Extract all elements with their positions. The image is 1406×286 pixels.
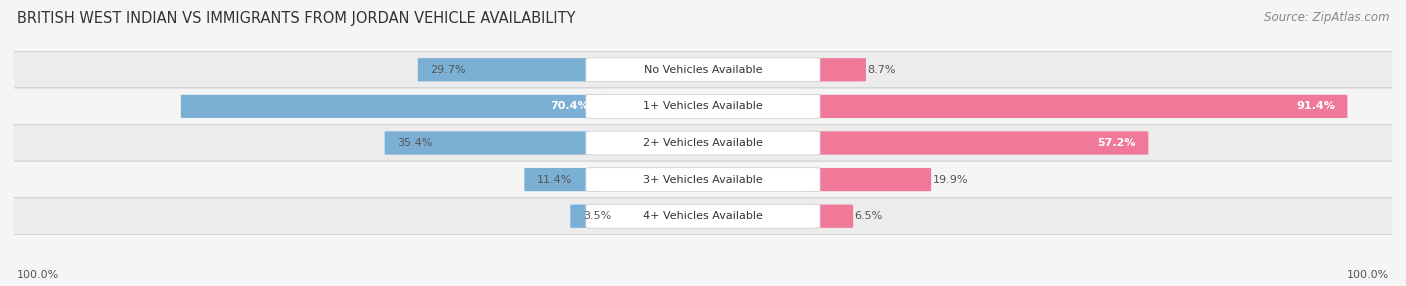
FancyBboxPatch shape [11, 51, 1395, 88]
Text: Source: ZipAtlas.com: Source: ZipAtlas.com [1264, 11, 1389, 24]
FancyBboxPatch shape [586, 58, 820, 82]
Text: 100.0%: 100.0% [1347, 270, 1389, 280]
Text: BRITISH WEST INDIAN VS IMMIGRANTS FROM JORDAN VEHICLE AVAILABILITY: BRITISH WEST INDIAN VS IMMIGRANTS FROM J… [17, 11, 575, 26]
FancyBboxPatch shape [586, 168, 820, 192]
Text: 11.4%: 11.4% [537, 175, 572, 184]
Text: 29.7%: 29.7% [430, 65, 465, 75]
Text: 6.5%: 6.5% [855, 211, 883, 221]
FancyBboxPatch shape [571, 204, 602, 228]
Text: 1+ Vehicles Available: 1+ Vehicles Available [643, 102, 763, 111]
FancyBboxPatch shape [586, 204, 820, 228]
FancyBboxPatch shape [804, 168, 931, 191]
Text: 2+ Vehicles Available: 2+ Vehicles Available [643, 138, 763, 148]
FancyBboxPatch shape [804, 204, 853, 228]
FancyBboxPatch shape [11, 88, 1395, 125]
FancyBboxPatch shape [181, 95, 602, 118]
Text: 70.4%: 70.4% [551, 102, 589, 111]
FancyBboxPatch shape [385, 131, 602, 155]
FancyBboxPatch shape [586, 131, 820, 155]
FancyBboxPatch shape [11, 161, 1395, 198]
Text: 57.2%: 57.2% [1098, 138, 1136, 148]
FancyBboxPatch shape [524, 168, 602, 191]
FancyBboxPatch shape [11, 198, 1395, 235]
FancyBboxPatch shape [804, 95, 1347, 118]
Text: No Vehicles Available: No Vehicles Available [644, 65, 762, 75]
Text: 3.5%: 3.5% [582, 211, 612, 221]
FancyBboxPatch shape [586, 94, 820, 118]
Text: 35.4%: 35.4% [396, 138, 433, 148]
Text: 8.7%: 8.7% [868, 65, 896, 75]
Text: 19.9%: 19.9% [932, 175, 967, 184]
FancyBboxPatch shape [804, 131, 1149, 155]
Text: 3+ Vehicles Available: 3+ Vehicles Available [643, 175, 763, 184]
FancyBboxPatch shape [804, 58, 866, 82]
Text: 4+ Vehicles Available: 4+ Vehicles Available [643, 211, 763, 221]
FancyBboxPatch shape [418, 58, 602, 82]
FancyBboxPatch shape [11, 124, 1395, 162]
Text: 100.0%: 100.0% [17, 270, 59, 280]
Text: 91.4%: 91.4% [1296, 102, 1334, 111]
